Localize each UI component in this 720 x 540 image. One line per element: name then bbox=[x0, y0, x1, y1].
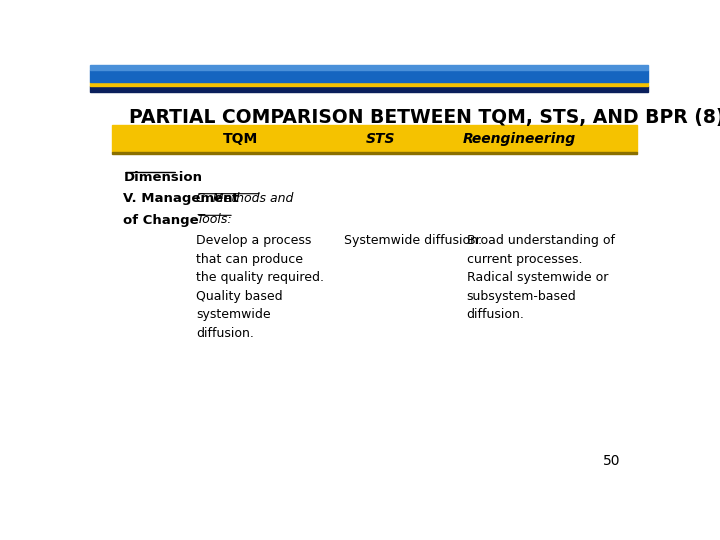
Text: C. Methods and: C. Methods and bbox=[196, 192, 293, 205]
Text: STS: STS bbox=[366, 132, 395, 146]
Text: V. Management: V. Management bbox=[124, 192, 239, 205]
Text: PARTIAL COMPARISON BETWEEN TQM, STS, AND BPR (8): PARTIAL COMPARISON BETWEEN TQM, STS, AND… bbox=[129, 109, 720, 127]
Text: Dimension: Dimension bbox=[124, 171, 202, 184]
Text: of Change: of Change bbox=[124, 214, 199, 227]
Text: Systemwide diffusion.: Systemwide diffusion. bbox=[344, 234, 482, 247]
Bar bbox=[90, 65, 648, 70]
Bar bbox=[90, 70, 648, 82]
Text: Tools:: Tools: bbox=[196, 213, 232, 226]
Bar bbox=[112, 152, 636, 154]
Text: 50: 50 bbox=[603, 454, 620, 468]
Text: Reengineering: Reengineering bbox=[463, 132, 576, 146]
Bar bbox=[112, 125, 636, 152]
Bar bbox=[90, 85, 648, 92]
Text: Broad understanding of
current processes.
Radical systemwide or
subsystem-based
: Broad understanding of current processes… bbox=[467, 234, 615, 321]
Text: Develop a process
that can produce
the quality required.
Quality based
systemwid: Develop a process that can produce the q… bbox=[196, 234, 324, 340]
Bar bbox=[90, 82, 648, 85]
Text: TQM: TQM bbox=[223, 132, 258, 146]
